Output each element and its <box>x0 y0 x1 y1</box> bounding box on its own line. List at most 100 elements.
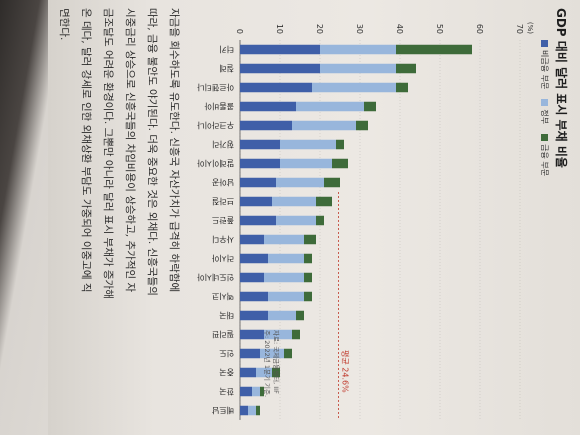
bar-segment <box>336 139 344 150</box>
tick-label: 60 <box>475 24 484 34</box>
bar-segment <box>332 158 348 169</box>
bar-segment <box>240 215 276 226</box>
bar-segment <box>292 120 356 131</box>
rotated-page-content: GDP 대비 달러 표시 부채 비율 비금융 부문 정부 금융 부문 0 10 20… <box>48 0 580 435</box>
bar-segment <box>284 348 292 359</box>
bar-segment <box>248 405 256 416</box>
bar-segment <box>240 329 264 340</box>
tick-label: 40 <box>395 24 404 34</box>
bar-segment <box>260 386 264 397</box>
tick-label: 70 <box>515 24 524 34</box>
bar-segment <box>268 310 296 321</box>
tick-label: 0 <box>235 29 244 34</box>
tick-label: 10 <box>275 24 284 34</box>
bar-segment <box>276 215 316 226</box>
bar-segment <box>240 196 272 207</box>
bar-segment <box>304 234 316 245</box>
body-line: 따라, 금융 불안도 야기된다. 더욱 중요한 것은 외채다. 신흥국들의 <box>146 8 158 296</box>
bar-segment <box>396 44 472 55</box>
bar-segment <box>280 139 336 150</box>
category-label: 인도네시아 <box>197 273 234 283</box>
bar-segment <box>240 386 252 397</box>
bar-segment <box>316 196 332 207</box>
bar-segment <box>396 63 416 74</box>
average-label: 평균 24.6% <box>340 350 350 393</box>
bar-segment <box>240 158 280 169</box>
chart-title: GDP 대비 달러 표시 부채 비율 <box>554 8 568 168</box>
bar-segment <box>312 82 396 93</box>
bar-segment <box>240 253 268 264</box>
bar-segment <box>240 63 320 74</box>
bar-segment <box>240 120 292 131</box>
stacked-bar-chart: 0 10 20 30 40 50 60 70 (%) 터키칠레아르헨티나콜롬비아우크라이나헝가리말… <box>197 22 534 420</box>
bar-segment <box>240 405 248 416</box>
category-label: 우크라이나 <box>197 121 234 131</box>
bar-segment <box>268 291 304 302</box>
category-label: 칠레 <box>219 64 234 73</box>
category-label: 콜롬비아 <box>204 102 234 112</box>
category-label: 터키 <box>219 45 234 54</box>
bar-segment <box>296 310 304 321</box>
bar-segment <box>304 291 312 302</box>
book-page: GDP 대비 달러 표시 부채 비율 비금융 부문 정부 금융 부문 0 10 20… <box>48 0 580 435</box>
bar-segment <box>240 101 296 112</box>
bar-segment <box>292 329 300 340</box>
bar-segment <box>240 348 260 359</box>
body-line: 시중금리 상승으로 신흥국들의 차입비용이 상승하고, 추가적인 자 <box>124 8 136 293</box>
body-line: 금조달도 어려운 환경이다. 그뿐만 아니라 달러 표시 부채가 증가해 <box>102 8 114 299</box>
category-label: 폴란드 <box>212 216 234 226</box>
bar-segment <box>256 367 272 378</box>
body-text: 자금을 회수하도록 유도한다. 신흥국 자산가치가 급격히 하락함에 따라, 금… <box>53 8 185 428</box>
bar-segment <box>324 177 340 188</box>
bar-segment <box>280 158 332 169</box>
bar-segment <box>240 139 280 150</box>
body-line: 면한다. <box>58 8 70 41</box>
category-label: 헝가리 <box>212 140 234 149</box>
category-label: 아르헨티나 <box>197 83 234 93</box>
category-label: 중국 <box>219 368 234 377</box>
tick-label: 50 <box>435 24 444 34</box>
legend-item-nonfin: 비금융 부문 <box>539 40 550 89</box>
bar-segment <box>240 367 256 378</box>
legend-item-fin: 금융 부문 <box>539 134 550 176</box>
bar-segment <box>260 348 284 359</box>
bar-segment <box>320 63 396 74</box>
bar-segment <box>252 386 260 397</box>
note-source: 자료: 국제금융센터, IIF <box>272 330 280 394</box>
bar-segment <box>264 272 304 283</box>
bar-segment <box>240 291 268 302</box>
legend-item-gov: 정부 <box>539 99 550 124</box>
category-label: 러시아 <box>211 254 234 264</box>
category-label: 베트남 <box>211 406 234 415</box>
unit-label: (%) <box>526 22 534 34</box>
category-label: 브라질 <box>212 197 234 206</box>
bar-segment <box>316 215 324 226</box>
category-label: 인도 <box>219 349 234 359</box>
body-line: 자금을 회수하도록 유도한다. 신흥국 자산가치가 급격히 하락함에 <box>168 8 180 293</box>
bar-segment <box>268 253 304 264</box>
bar-segment <box>304 253 312 264</box>
category-label: 말레이시아 <box>197 159 234 169</box>
bar-segment <box>296 101 364 112</box>
body-line: 온 데다, 달러 강세로 인한 외채상환 부담도 가중되어 이중고에 직 <box>80 8 92 293</box>
category-label: 멕시코 <box>212 292 234 302</box>
bar-segment <box>356 120 368 131</box>
bar-segment <box>276 177 324 188</box>
tick-label: 30 <box>355 24 364 34</box>
chart-legend: 비금융 부문 정부 금융 부문 <box>539 40 550 176</box>
bar-segment <box>304 272 312 283</box>
category-label: 남아공 <box>212 178 234 188</box>
note-basis: 주: 2022년 1분기 기준. <box>263 330 271 398</box>
bar-segment <box>264 329 292 340</box>
bar-segment <box>396 82 408 93</box>
bar-segment <box>240 310 268 321</box>
category-label: 한국 <box>219 387 234 396</box>
bar-segment <box>272 196 316 207</box>
bar-segment <box>240 234 264 245</box>
bar-segment <box>272 367 280 378</box>
bar-segment <box>240 177 276 188</box>
bar-segment <box>264 234 304 245</box>
category-label: 사우디 <box>212 235 234 244</box>
tick-label: 20 <box>315 24 324 34</box>
category-label: 태국 <box>219 311 234 320</box>
